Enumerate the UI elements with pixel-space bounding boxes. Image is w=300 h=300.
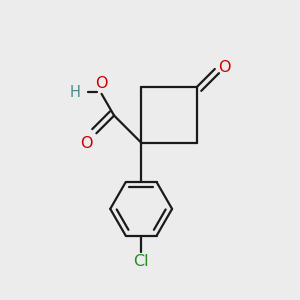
Text: H: H (70, 85, 81, 100)
Text: O: O (218, 60, 231, 75)
Text: O: O (80, 136, 93, 151)
Text: Cl: Cl (134, 254, 149, 269)
Text: O: O (95, 76, 108, 91)
